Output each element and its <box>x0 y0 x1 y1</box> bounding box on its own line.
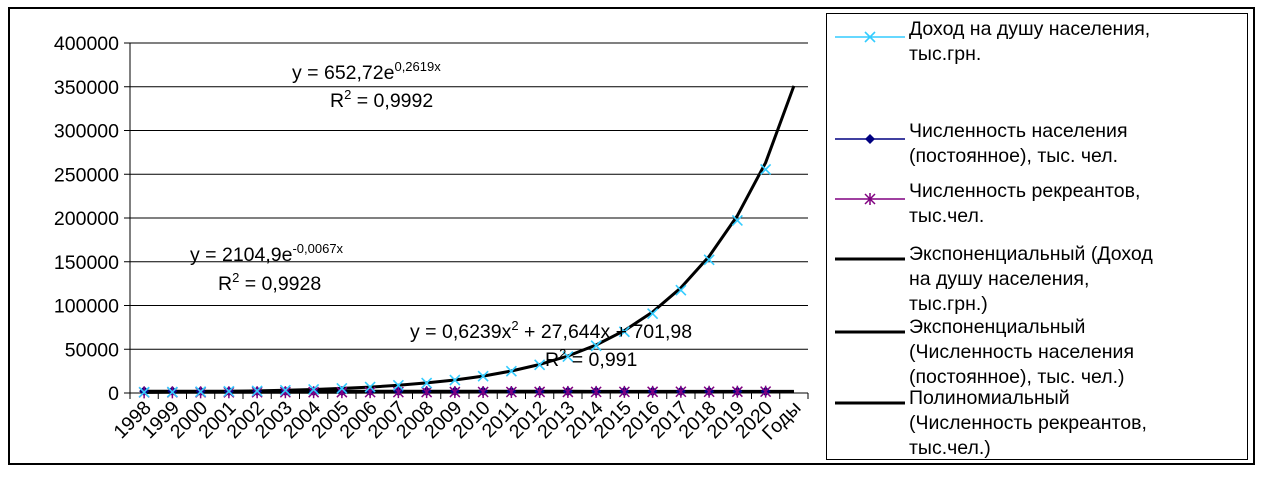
y-tick-label: 150000 <box>54 252 119 274</box>
y-tick-label: 350000 <box>54 77 119 99</box>
data-point <box>392 379 404 391</box>
data-point <box>477 386 489 399</box>
data-point <box>336 382 348 394</box>
y-tick-label: 0 <box>108 383 119 405</box>
data-point <box>647 308 659 320</box>
data-point <box>279 384 291 396</box>
data-point <box>590 340 602 352</box>
legend-swatch-diamond-marker <box>835 134 905 144</box>
trend-eq-recreants: y = 0,6239x2 + 27,644x + 701,98 <box>410 318 692 343</box>
data-point <box>308 383 320 396</box>
data-point <box>279 386 291 399</box>
data-point <box>534 359 546 371</box>
axes <box>124 42 809 399</box>
plot-area: 0 50000 100000 150000 200000 250000 300000 3500… <box>54 33 809 445</box>
data-point <box>618 385 630 398</box>
data-series <box>138 163 772 399</box>
y-tick-label: 400000 <box>54 33 119 55</box>
trend-eq-income: y = 652,72e0,2619x <box>292 59 441 84</box>
trendline-polynomial <box>144 390 794 394</box>
data-point <box>647 385 659 398</box>
data-point <box>505 385 517 398</box>
data-point <box>534 385 546 398</box>
legend-label: Численность рекреантов, тыс.чел. <box>909 180 1141 227</box>
data-point <box>865 134 875 144</box>
y-tick-label: 100000 <box>54 296 119 318</box>
data-point <box>703 254 715 266</box>
data-point <box>864 31 876 43</box>
legend-label: Экспоненциальный (Доход на душу населени… <box>909 243 1153 315</box>
data-point <box>562 385 574 398</box>
data-point <box>421 377 433 389</box>
legend-swatch-trend-line <box>835 257 905 261</box>
y-tick-label: 250000 <box>54 164 119 186</box>
data-point <box>731 214 743 227</box>
data-point <box>477 370 489 382</box>
data-point <box>760 385 772 398</box>
legend-label: Экспоненциальный (Численность населения … <box>909 316 1135 388</box>
y-tick-label: 300000 <box>54 121 119 143</box>
data-point <box>590 385 602 398</box>
trendline-exponential <box>144 85 796 394</box>
trendlines <box>144 85 796 394</box>
legend-label: Численность населения (постоянное), тыс.… <box>909 120 1128 167</box>
data-point <box>308 386 320 399</box>
data-point <box>731 385 743 398</box>
data-point <box>364 381 376 393</box>
trend-r2-income: R2 = 0,9992 <box>330 87 433 112</box>
data-point <box>864 193 876 205</box>
data-point <box>195 386 207 398</box>
data-point <box>618 326 630 338</box>
y-tick-label: 50000 <box>65 339 119 361</box>
legend-swatch-trend-line <box>835 330 905 334</box>
legend-swatch-x-marker <box>835 31 905 43</box>
data-point <box>760 163 772 176</box>
y-tick-labels: 0 50000 100000 150000 200000 250000 300000 3500… <box>54 33 119 405</box>
series-x <box>138 163 772 398</box>
legend: Доход на душу населения, тыс.грн. Числен… <box>826 13 1248 460</box>
data-point <box>449 374 461 386</box>
data-point <box>166 386 178 398</box>
data-point <box>505 365 517 377</box>
data-point <box>703 385 715 398</box>
data-point <box>675 284 687 296</box>
legend-swatch-asterisk-marker <box>835 193 905 205</box>
x-tick-labels: 1998199920002001200220032004200520062007… <box>109 397 805 445</box>
data-point <box>251 386 263 399</box>
gridlines <box>130 42 808 350</box>
data-point <box>223 385 235 397</box>
data-point <box>449 386 461 399</box>
data-point <box>675 385 687 398</box>
legend-swatch-trend-line <box>835 401 905 405</box>
trend-r2-population: R2 = 0,9928 <box>218 270 321 295</box>
trend-eq-population: y = 2104,9e-0,0067x <box>190 241 344 266</box>
legend-label: Полиномиальный (Численность рекреантов, … <box>909 387 1147 459</box>
trend-r2-recreants: R2 = 0,991 <box>545 346 637 371</box>
data-point <box>138 386 150 398</box>
data-point <box>562 350 574 363</box>
data-point <box>421 386 433 399</box>
legend-label: Доход на душу населения, тыс.грн. <box>909 18 1151 65</box>
y-tick-label: 200000 <box>54 208 119 230</box>
data-point <box>251 385 263 397</box>
